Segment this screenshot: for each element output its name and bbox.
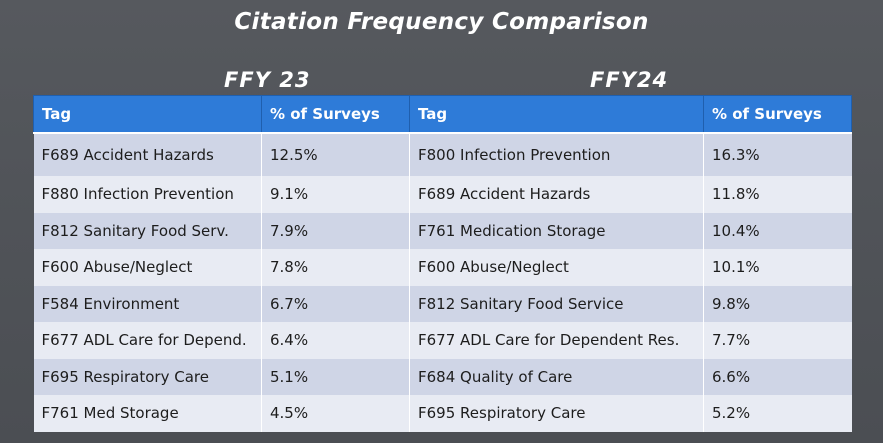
header-pct-ffy23: % of Surveys bbox=[261, 95, 410, 134]
pct-ffy24-cell: 6.6% bbox=[703, 358, 852, 395]
pct-ffy23-cell: 6.7% bbox=[261, 285, 410, 322]
pct-ffy23-cell: 9.1% bbox=[261, 176, 410, 213]
tag-ffy24-cell: F600 Abuse/Neglect bbox=[409, 249, 704, 286]
header-pct-ffy24: % of Surveys bbox=[703, 95, 852, 134]
tag-ffy24-cell: F684 Quality of Care bbox=[409, 358, 704, 395]
tag-ffy23-cell: F812 Sanitary Food Serv. bbox=[33, 212, 262, 249]
table-row: F600 Abuse/Neglect 7.8% F600 Abuse/Negle… bbox=[33, 249, 852, 286]
year-label-ffy23: FFY 23 bbox=[224, 68, 311, 92]
pct-ffy24-cell: 10.1% bbox=[703, 249, 852, 286]
pct-ffy24-cell: 7.7% bbox=[703, 322, 852, 359]
table-row: F689 Accident Hazards 12.5% F800 Infecti… bbox=[33, 133, 852, 176]
tag-ffy24-cell: F677 ADL Care for Dependent Res. bbox=[409, 322, 704, 359]
table-row: F812 Sanitary Food Serv. 7.9% F761 Medic… bbox=[33, 212, 852, 249]
pct-ffy24-cell: 11.8% bbox=[703, 176, 852, 213]
table-row: F677 ADL Care for Depend. 6.4% F677 ADL … bbox=[33, 322, 852, 359]
tag-ffy24-cell: F800 Infection Prevention bbox=[409, 133, 704, 176]
pct-ffy23-cell: 4.5% bbox=[261, 395, 410, 432]
tag-ffy24-cell: F695 Respiratory Care bbox=[409, 395, 704, 432]
tag-ffy23-cell: F880 Infection Prevention bbox=[33, 176, 262, 213]
header-tag-ffy23: Tag bbox=[33, 95, 262, 134]
tag-ffy24-cell: F761 Medication Storage bbox=[409, 212, 704, 249]
tag-ffy23-cell: F600 Abuse/Neglect bbox=[33, 249, 262, 286]
table-header-row: Tag % of Surveys Tag % of Surveys bbox=[33, 95, 852, 134]
pct-ffy24-cell: 5.2% bbox=[703, 395, 852, 432]
table-row: F695 Respiratory Care 5.1% F684 Quality … bbox=[33, 358, 852, 395]
pct-ffy23-cell: 12.5% bbox=[261, 133, 410, 176]
pct-ffy24-cell: 9.8% bbox=[703, 285, 852, 322]
table-row: F761 Med Storage 4.5% F695 Respiratory C… bbox=[33, 395, 852, 432]
tag-ffy24-cell: F689 Accident Hazards bbox=[409, 176, 704, 213]
citation-comparison-table: Tag % of Surveys Tag % of Surveys F689 A… bbox=[33, 95, 852, 432]
header-tag-ffy24: Tag bbox=[409, 95, 704, 134]
tag-ffy23-cell: F761 Med Storage bbox=[33, 395, 262, 432]
pct-ffy24-cell: 10.4% bbox=[703, 212, 852, 249]
slide-title: Citation Frequency Comparison bbox=[234, 9, 649, 35]
pct-ffy23-cell: 6.4% bbox=[261, 322, 410, 359]
pct-ffy23-cell: 5.1% bbox=[261, 358, 410, 395]
pct-ffy23-cell: 7.8% bbox=[261, 249, 410, 286]
year-label-ffy24: FFY24 bbox=[590, 68, 669, 92]
tag-ffy23-cell: F584 Environment bbox=[33, 285, 262, 322]
table-row: F584 Environment 6.7% F812 Sanitary Food… bbox=[33, 285, 852, 322]
tag-ffy23-cell: F695 Respiratory Care bbox=[33, 358, 262, 395]
tag-ffy24-cell: F812 Sanitary Food Service bbox=[409, 285, 704, 322]
table-row: F880 Infection Prevention 9.1% F689 Acci… bbox=[33, 176, 852, 213]
pct-ffy24-cell: 16.3% bbox=[703, 133, 852, 176]
tag-ffy23-cell: F677 ADL Care for Depend. bbox=[33, 322, 262, 359]
pct-ffy23-cell: 7.9% bbox=[261, 212, 410, 249]
tag-ffy23-cell: F689 Accident Hazards bbox=[33, 133, 262, 176]
